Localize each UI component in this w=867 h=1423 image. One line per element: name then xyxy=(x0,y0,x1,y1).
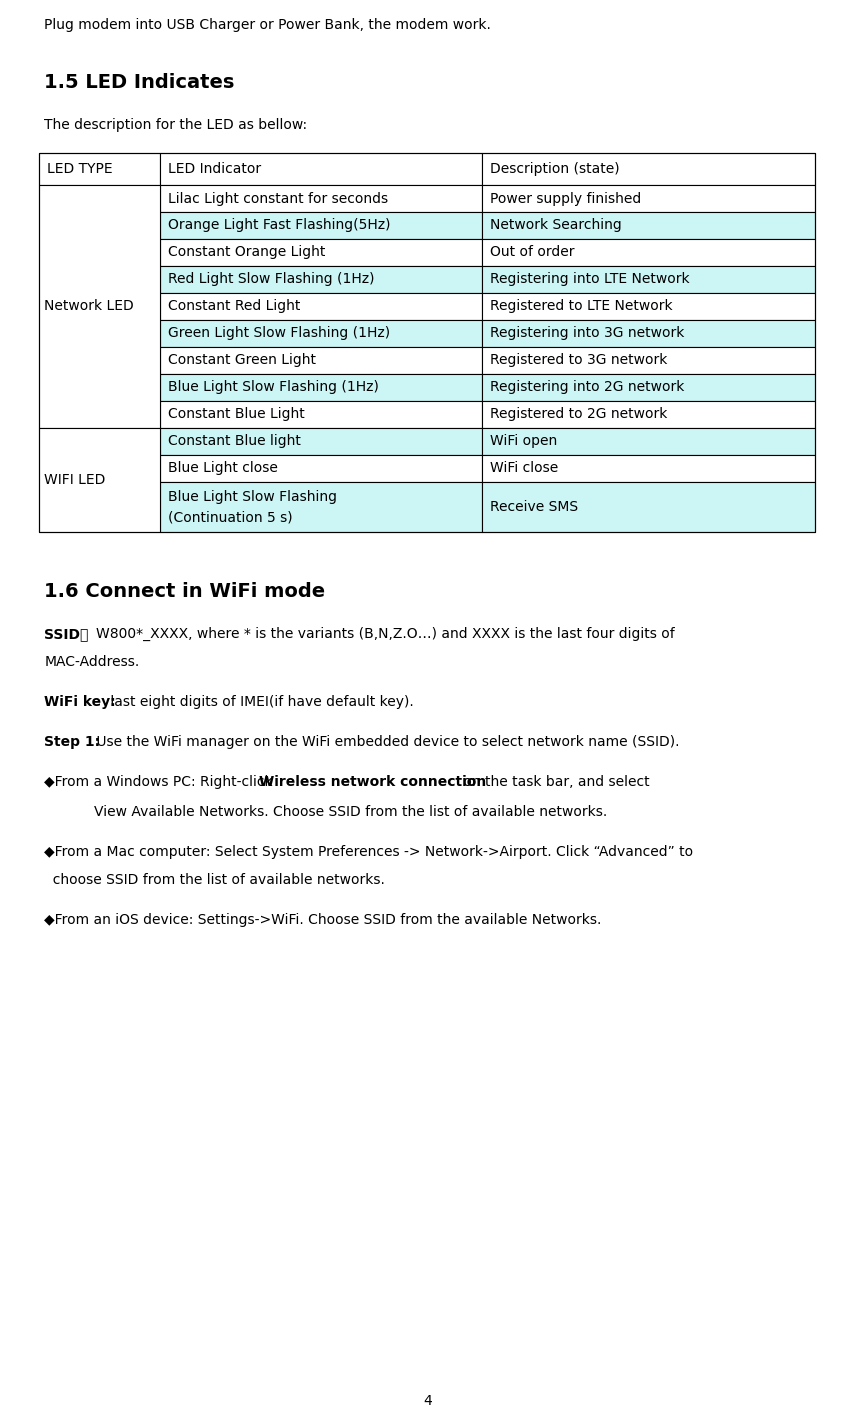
Text: W800*_XXXX, where * is the variants (B,N,Z.O…) and XXXX is the last four digits : W800*_XXXX, where * is the variants (B,N… xyxy=(95,628,675,642)
Bar xyxy=(39,154,816,532)
Bar xyxy=(482,212,816,239)
Text: WiFi key:: WiFi key: xyxy=(44,694,116,709)
Bar xyxy=(160,320,482,347)
Text: WIFI LED: WIFI LED xyxy=(44,472,106,487)
Bar xyxy=(482,320,816,347)
Bar xyxy=(160,455,482,482)
Bar xyxy=(160,482,482,532)
Text: ◆From a Windows PC: Right-click: ◆From a Windows PC: Right-click xyxy=(44,776,277,788)
Text: Registered to 3G network: Registered to 3G network xyxy=(490,353,667,367)
Text: Registering into 3G network: Registering into 3G network xyxy=(490,326,684,340)
Bar xyxy=(39,401,160,428)
Bar xyxy=(482,347,816,374)
Bar xyxy=(39,212,160,239)
Text: Green Light Slow Flashing (1Hz): Green Light Slow Flashing (1Hz) xyxy=(167,326,390,340)
Bar xyxy=(39,320,160,347)
Text: choose SSID from the list of available networks.: choose SSID from the list of available n… xyxy=(44,872,385,887)
Text: LED Indicator: LED Indicator xyxy=(167,162,261,176)
Bar xyxy=(482,374,816,401)
Bar xyxy=(160,239,482,266)
Text: ◆From a Mac computer: Select System Preferences -> Network->Airport. Click “Adva: ◆From a Mac computer: Select System Pref… xyxy=(44,845,694,859)
Text: Registering into LTE Network: Registering into LTE Network xyxy=(490,272,689,286)
Text: MAC-Address.: MAC-Address. xyxy=(44,655,140,669)
Bar xyxy=(160,212,482,239)
Text: on the task bar, and select: on the task bar, and select xyxy=(459,776,649,788)
Bar xyxy=(160,374,482,401)
Bar xyxy=(482,428,816,455)
Bar xyxy=(39,266,160,293)
Bar xyxy=(39,455,160,482)
Bar xyxy=(482,401,816,428)
Text: last eight digits of IMEI(if have default key).: last eight digits of IMEI(if have defaul… xyxy=(106,694,414,709)
Text: Step 1:: Step 1: xyxy=(44,736,101,748)
Text: 1.5 LED Indicates: 1.5 LED Indicates xyxy=(44,73,235,92)
Text: SSID：: SSID： xyxy=(44,628,88,640)
Bar xyxy=(39,185,160,212)
Text: Out of order: Out of order xyxy=(490,246,574,259)
Bar xyxy=(160,347,482,374)
Text: Registering into 2G network: Registering into 2G network xyxy=(490,380,684,394)
Bar xyxy=(160,154,482,185)
Bar xyxy=(482,154,816,185)
Text: Plug modem into USB Charger or Power Bank, the modem work.: Plug modem into USB Charger or Power Ban… xyxy=(44,18,492,31)
Bar xyxy=(160,266,482,293)
Bar xyxy=(39,185,160,428)
Text: Blue Light Slow Flashing: Blue Light Slow Flashing xyxy=(167,490,336,504)
Text: View Available Networks. Choose SSID from the list of available networks.: View Available Networks. Choose SSID fro… xyxy=(94,805,607,820)
Text: Receive SMS: Receive SMS xyxy=(490,499,577,514)
Text: Network Searching: Network Searching xyxy=(490,219,622,232)
Bar xyxy=(160,428,482,455)
Text: Orange Light Fast Flashing(5Hz): Orange Light Fast Flashing(5Hz) xyxy=(167,219,390,232)
Text: Lilac Light constant for seconds: Lilac Light constant for seconds xyxy=(167,192,388,205)
Bar xyxy=(482,293,816,320)
Bar xyxy=(39,293,160,320)
Text: Blue Light close: Blue Light close xyxy=(167,461,277,475)
Bar xyxy=(39,347,160,374)
Bar xyxy=(160,293,482,320)
Text: LED TYPE: LED TYPE xyxy=(48,162,113,176)
Text: WiFi close: WiFi close xyxy=(490,461,558,475)
Text: Registered to LTE Network: Registered to LTE Network xyxy=(490,299,672,313)
Text: Wireless network connection: Wireless network connection xyxy=(259,776,486,788)
Text: The description for the LED as bellow:: The description for the LED as bellow: xyxy=(44,118,308,132)
Bar xyxy=(39,154,160,185)
Text: Constant Green Light: Constant Green Light xyxy=(167,353,316,367)
Text: Registered to 2G network: Registered to 2G network xyxy=(490,407,667,421)
Bar xyxy=(160,185,482,212)
Bar xyxy=(482,482,816,532)
Text: WiFi open: WiFi open xyxy=(490,434,557,448)
Text: Power supply finished: Power supply finished xyxy=(490,192,641,205)
Text: Description (state): Description (state) xyxy=(490,162,619,176)
Text: Constant Blue light: Constant Blue light xyxy=(167,434,301,448)
Bar xyxy=(39,482,160,532)
Bar xyxy=(482,266,816,293)
Text: 4: 4 xyxy=(423,1395,432,1407)
Text: Use the WiFi manager on the WiFi embedded device to select network name (SSID).: Use the WiFi manager on the WiFi embedde… xyxy=(92,736,679,748)
Text: Network LED: Network LED xyxy=(44,299,134,313)
Bar xyxy=(482,185,816,212)
Bar xyxy=(160,401,482,428)
Text: Constant Red Light: Constant Red Light xyxy=(167,299,300,313)
Text: Constant Orange Light: Constant Orange Light xyxy=(167,246,325,259)
Bar xyxy=(482,239,816,266)
Bar xyxy=(39,428,160,532)
Text: Blue Light Slow Flashing (1Hz): Blue Light Slow Flashing (1Hz) xyxy=(167,380,379,394)
Text: 1.6 Connect in WiFi mode: 1.6 Connect in WiFi mode xyxy=(44,582,325,601)
Bar xyxy=(39,374,160,401)
Text: Red Light Slow Flashing (1Hz): Red Light Slow Flashing (1Hz) xyxy=(167,272,375,286)
Bar xyxy=(39,428,160,455)
Text: ◆From an iOS device: Settings->WiFi. Choose SSID from the available Networks.: ◆From an iOS device: Settings->WiFi. Cho… xyxy=(44,914,602,926)
Text: Constant Blue Light: Constant Blue Light xyxy=(167,407,304,421)
Bar xyxy=(39,239,160,266)
Bar xyxy=(482,455,816,482)
Text: (Continuation 5 s): (Continuation 5 s) xyxy=(167,511,292,525)
